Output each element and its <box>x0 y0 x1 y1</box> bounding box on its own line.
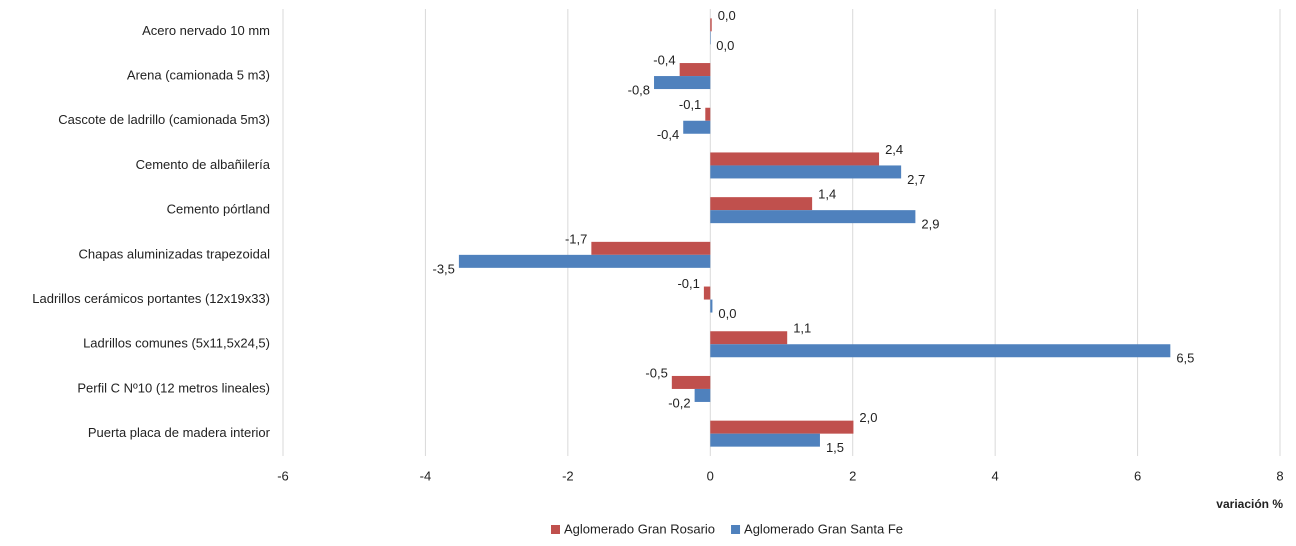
legend-swatch <box>551 525 560 534</box>
x-tick-label: 2 <box>849 468 856 483</box>
value-label: -1,7 <box>565 231 587 246</box>
value-label: 1,4 <box>818 187 836 202</box>
x-tick-label: 0 <box>707 468 714 483</box>
y-tick-label: Cemento pórtland <box>167 202 270 217</box>
bar <box>710 344 1171 358</box>
y-tick-label: Cemento de albañilería <box>136 157 271 172</box>
x-tick-label: 6 <box>1134 468 1141 483</box>
bar <box>654 76 711 90</box>
y-tick-label: Arena (camionada 5 m3) <box>127 67 270 82</box>
bar <box>710 152 880 166</box>
value-label: 0,0 <box>716 38 734 53</box>
x-tick-label: -6 <box>277 468 289 483</box>
y-tick-label: Ladrillos cerámicos portantes (12x19x33) <box>32 291 270 306</box>
value-label: -0,1 <box>679 97 701 112</box>
value-label: -0,5 <box>645 365 667 380</box>
x-tick-label: 4 <box>992 468 999 483</box>
bar <box>710 18 712 32</box>
bar <box>703 286 711 300</box>
bar <box>710 420 854 434</box>
x-tick-label: -2 <box>562 468 574 483</box>
legend-label: Aglomerado Gran Rosario <box>564 521 715 536</box>
bar <box>671 375 711 389</box>
legend-label: Aglomerado Gran Santa Fe <box>744 521 903 536</box>
bar <box>710 197 813 211</box>
bar <box>705 107 711 121</box>
bar <box>710 31 711 45</box>
value-label: -0,4 <box>657 127 679 142</box>
bar <box>591 241 711 255</box>
y-tick-label: Puerta placa de madera interior <box>88 425 271 440</box>
bar <box>710 210 916 224</box>
value-label: -0,8 <box>628 82 650 97</box>
legend-swatch <box>731 525 741 534</box>
value-label: 1,5 <box>826 440 844 455</box>
x-tick-label: 8 <box>1276 468 1283 483</box>
bar <box>710 331 788 345</box>
value-label: 2,4 <box>885 142 903 157</box>
value-label: 0,0 <box>718 306 736 321</box>
value-label: 0,0 <box>718 8 736 23</box>
bar <box>694 388 711 402</box>
x-tick-label: -4 <box>420 468 432 483</box>
bar <box>710 433 820 447</box>
value-label: -0,2 <box>668 395 690 410</box>
y-tick-label: Perfil C Nº10 (12 metros lineales) <box>77 380 270 395</box>
y-tick-label: Chapas aluminizadas trapezoidal <box>78 246 270 261</box>
bar <box>710 299 713 313</box>
value-label: 2,7 <box>907 172 925 187</box>
bar <box>710 165 902 179</box>
value-label: 6,5 <box>1176 351 1194 366</box>
y-tick-label: Acero nervado 10 mm <box>142 23 270 38</box>
value-label: -3,5 <box>432 261 454 276</box>
value-label: -0,4 <box>653 52 675 67</box>
value-label: 2,9 <box>921 217 939 232</box>
y-tick-label: Cascote de ladrillo (camionada 5m3) <box>58 112 270 127</box>
value-label: -0,1 <box>677 276 699 291</box>
bar <box>683 120 711 134</box>
value-label: 1,1 <box>793 321 811 336</box>
bar <box>458 254 711 268</box>
value-label: 2,0 <box>859 410 877 425</box>
x-axis-label: variación % <box>1216 497 1283 511</box>
y-tick-label: Ladrillos comunes (5x11,5x24,5) <box>83 336 270 351</box>
bar <box>679 63 711 77</box>
